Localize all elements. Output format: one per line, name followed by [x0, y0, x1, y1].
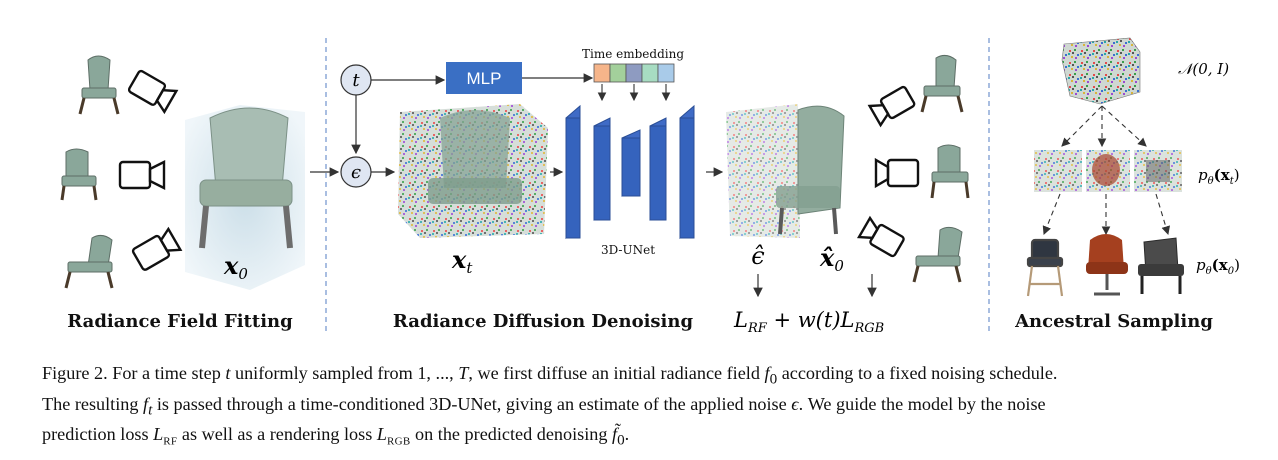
- sampling-arrows-top: [1061, 105, 1147, 148]
- stool-icon: [1026, 238, 1064, 297]
- caption-line-2: The resulting ft is passed through a tim…: [42, 392, 1264, 423]
- unet-block: [565, 104, 695, 240]
- caption-text: .: [624, 424, 630, 445]
- predicted-output: [726, 104, 845, 238]
- caption-text: , we first diffuse an initial radiance f…: [468, 363, 765, 383]
- caption-text: uniformly sampled from 1, ...,: [230, 363, 459, 383]
- embedding-arrows: [597, 84, 671, 102]
- mlp-label: MLP: [467, 69, 502, 88]
- caption-math-sub: 0: [769, 370, 778, 388]
- section-label-fitting: Radiance Field Fitting: [67, 311, 293, 332]
- chair-icon: [920, 54, 964, 113]
- caption-math: ϵ: [791, 393, 799, 414]
- t-symbol: t: [352, 70, 360, 91]
- radiance-field-volume: [185, 105, 305, 290]
- armchair-icon: [1138, 237, 1184, 294]
- camera-icon: [127, 69, 179, 115]
- chair-icon: [78, 55, 120, 115]
- caption-math-sub: 0: [617, 431, 625, 449]
- unet-label: 3D-UNet: [601, 243, 655, 257]
- caption-text: . We guide the model by the noise: [798, 393, 1046, 414]
- caption-line-3: prediction loss LRF as well as a renderi…: [42, 422, 1264, 454]
- sampling-arrows-bottom: [1042, 193, 1171, 236]
- section-label-sampling: Ancestral Sampling: [1014, 311, 1213, 332]
- time-embedding-vector: [593, 63, 675, 83]
- caption-math: L: [153, 424, 164, 445]
- time-embedding-label: Time embedding: [582, 47, 684, 61]
- intermediate-samples: [1034, 150, 1182, 192]
- caption-text: according to a fixed noising schedule.: [777, 363, 1058, 383]
- caption-math: L: [376, 424, 387, 445]
- loss-expression: LRF + w(t)LRGB: [733, 308, 884, 336]
- p-x0-label: pθ(x0): [1196, 256, 1240, 277]
- armchair-icon: [1086, 234, 1128, 296]
- sampling-section: 𝒩(0, I) pθ(xt): [1014, 37, 1240, 332]
- caption-text: prediction loss: [42, 424, 154, 445]
- xt-symbol: xt: [451, 245, 473, 277]
- caption-text: on the predicted denoising: [410, 424, 613, 445]
- eps-hat-symbol: ϵ̂: [751, 242, 764, 270]
- caption-text: Figure 2. For a time step: [42, 363, 226, 383]
- chair-icon: [60, 148, 98, 201]
- normal-distribution-label: 𝒩(0, I): [1178, 60, 1229, 78]
- caption-text: as well as a rendering loss: [177, 424, 377, 445]
- caption-math-sub: RGB: [386, 435, 411, 448]
- mlp-block: [446, 62, 522, 94]
- figure-caption: Figure 2. For a time step t uniformly sa…: [42, 361, 1264, 454]
- x0-hat-symbol: x̂0: [819, 243, 844, 275]
- method-figure: x0 Radiance Field Fitting t ϵ MLP Time e…: [60, 37, 1240, 336]
- denoising-section: t ϵ MLP Time embedding: [310, 47, 970, 336]
- caption-text: is passed through a time-conditioned 3D-…: [152, 393, 792, 414]
- chair-icon: [912, 226, 963, 283]
- section-label-denoising: Radiance Diffusion Denoising: [393, 311, 694, 332]
- caption-math: f: [143, 393, 149, 414]
- caption-line-1: Figure 2. For a time step t uniformly sa…: [42, 361, 1264, 392]
- fitting-section: x0 Radiance Field Fitting: [60, 55, 305, 332]
- caption-math-sub: t: [148, 401, 153, 419]
- chair-icon: [64, 234, 114, 289]
- x0-symbol: x0: [223, 251, 248, 283]
- caption-math: f̃: [612, 424, 618, 445]
- caption-math: t: [225, 363, 231, 383]
- p-xt-label: pθ(xt): [1198, 166, 1240, 187]
- camera-icon: [118, 160, 166, 190]
- caption-math-sub: RF: [163, 435, 178, 448]
- epsilon-symbol: ϵ: [351, 162, 361, 183]
- caption-text: The resulting: [42, 393, 144, 414]
- camera-icon: [874, 157, 920, 189]
- camera-icon: [131, 226, 183, 271]
- camera-icon: [867, 85, 916, 128]
- noise-volume-icon: [1061, 37, 1141, 105]
- chair-icon: [930, 144, 970, 199]
- noisy-volume-xt: [398, 104, 548, 238]
- camera-icon: [856, 215, 905, 258]
- caption-math: f: [764, 363, 770, 383]
- caption-math: T: [458, 363, 469, 383]
